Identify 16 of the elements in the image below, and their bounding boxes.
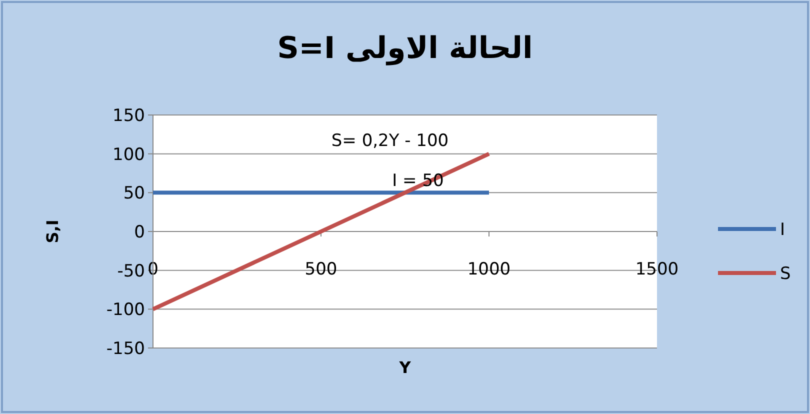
- annotation: S= 0,2Y - 100: [331, 131, 449, 151]
- x-tick-label: 500: [304, 260, 338, 280]
- y-axis-title: S,I: [43, 220, 62, 244]
- y-tick-label: 150: [112, 106, 145, 126]
- x-tick-label: 1000: [467, 260, 511, 280]
- chart-title: الحالة الاولى S=I: [277, 31, 533, 66]
- legend-label: S: [780, 264, 791, 284]
- x-tick-label: 1500: [635, 260, 679, 280]
- y-tick-label: -100: [106, 300, 145, 320]
- x-axis-title: Y: [398, 358, 412, 377]
- legend-label: I: [780, 220, 786, 240]
- y-tick-label: 0: [134, 222, 145, 242]
- y-tick-label: 50: [123, 184, 145, 204]
- y-tick-label: -50: [117, 261, 145, 282]
- y-tick-label: 100: [112, 144, 145, 165]
- y-tick-label: -150: [106, 339, 145, 359]
